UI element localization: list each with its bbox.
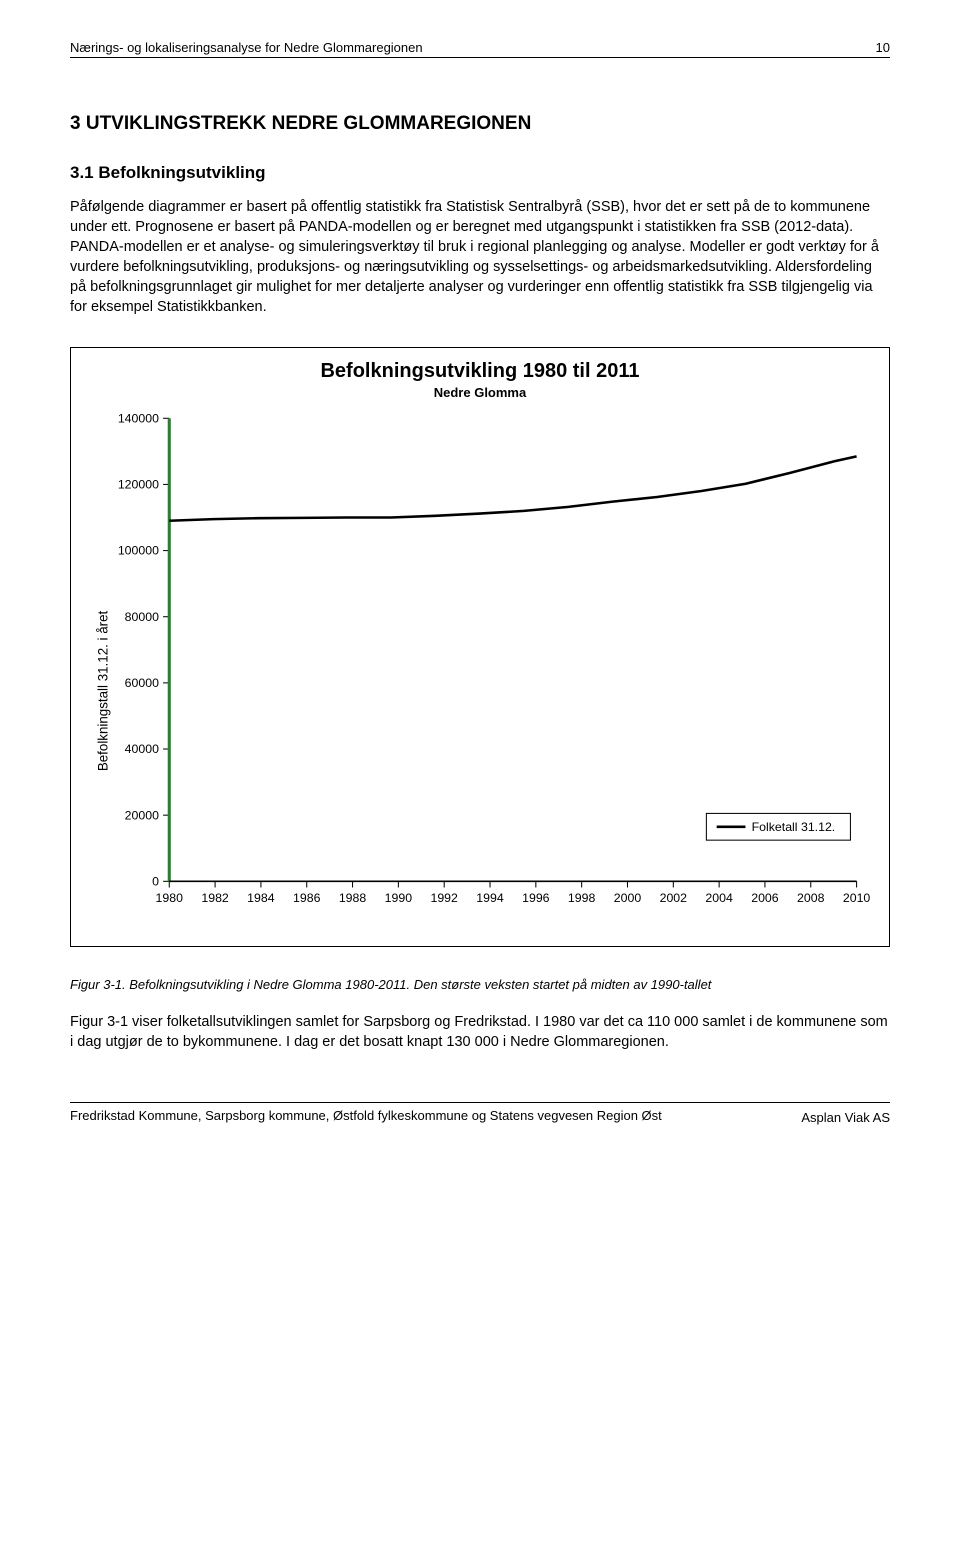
svg-text:140000: 140000: [118, 411, 159, 425]
figure-caption: Figur 3-1. Befolkningsutvikling i Nedre …: [70, 977, 890, 992]
svg-text:1988: 1988: [339, 891, 367, 905]
svg-text:Folketall 31.12.: Folketall 31.12.: [752, 820, 836, 834]
closing-paragraph: Figur 3-1 viser folketallsutviklingen sa…: [70, 1012, 890, 1052]
svg-text:1994: 1994: [476, 891, 504, 905]
svg-text:120000: 120000: [118, 478, 159, 492]
svg-text:20000: 20000: [125, 808, 159, 822]
svg-text:80000: 80000: [125, 610, 159, 624]
svg-text:2004: 2004: [705, 891, 733, 905]
svg-text:2010: 2010: [843, 891, 871, 905]
svg-text:1982: 1982: [201, 891, 229, 905]
footer: Fredrikstad Kommune, Sarpsborg kommune, …: [70, 1102, 890, 1125]
svg-text:1998: 1998: [568, 891, 596, 905]
chart-svg: 0 20000 40000 60000 80000 100000 120000 140000 1…: [89, 408, 871, 922]
svg-text:60000: 60000: [125, 676, 159, 690]
intro-paragraph: Påfølgende diagrammer er basert på offen…: [70, 197, 890, 317]
page-number: 10: [876, 40, 890, 55]
svg-text:2000: 2000: [614, 891, 642, 905]
svg-text:1980: 1980: [156, 891, 184, 905]
subsection-heading: 3.1 Befolkningsutvikling: [70, 163, 890, 183]
svg-text:2006: 2006: [751, 891, 779, 905]
svg-text:1996: 1996: [522, 891, 550, 905]
svg-text:1990: 1990: [385, 891, 413, 905]
svg-text:1986: 1986: [293, 891, 321, 905]
svg-text:2002: 2002: [660, 891, 688, 905]
section-heading: 3 UTVIKLINGSTREKK NEDRE GLOMMAREGIONEN: [70, 113, 890, 135]
chart-title: Befolkningsutvikling 1980 til 2011: [89, 360, 871, 383]
svg-text:1984: 1984: [247, 891, 275, 905]
svg-text:Befolkningstall 31.12. i året: Befolkningstall 31.12. i året: [96, 610, 111, 771]
svg-text:0: 0: [152, 874, 159, 888]
footer-right: Asplan Viak AS: [801, 1110, 890, 1125]
footer-left: Fredrikstad Kommune, Sarpsborg kommune, …: [70, 1107, 662, 1125]
doc-title: Nærings- og lokaliseringsanalyse for Ned…: [70, 40, 423, 55]
chart-subtitle: Nedre Glomma: [89, 385, 871, 400]
svg-text:100000: 100000: [118, 544, 159, 558]
svg-text:40000: 40000: [125, 742, 159, 756]
population-chart: Befolkningsutvikling 1980 til 2011 Nedre…: [70, 347, 890, 947]
svg-text:2008: 2008: [797, 891, 825, 905]
svg-text:1992: 1992: [430, 891, 458, 905]
running-header: Nærings- og lokaliseringsanalyse for Ned…: [70, 40, 890, 58]
